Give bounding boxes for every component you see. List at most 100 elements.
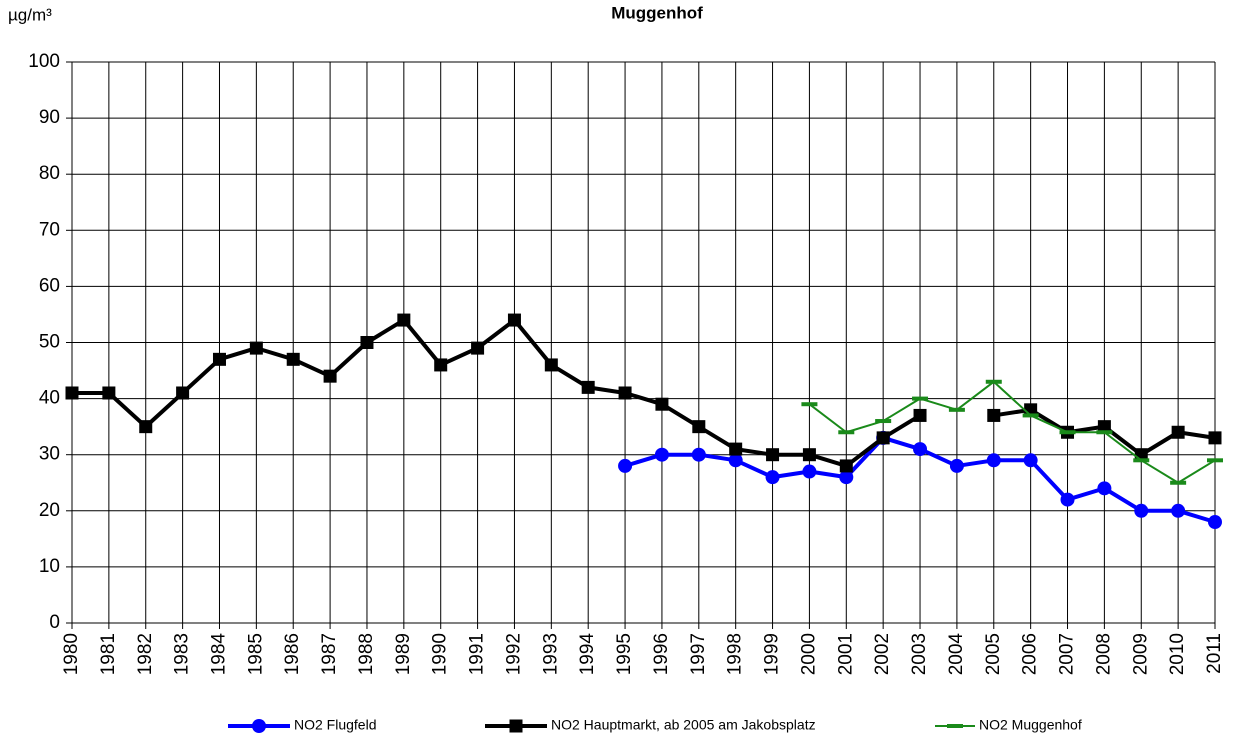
y-tick-label: 50 [39,332,60,353]
y-tick-label: 10 [39,556,60,577]
x-tick-label: 2011 [1204,633,1225,674]
point [729,442,743,456]
point [212,352,226,366]
point [1133,458,1150,463]
point [949,458,964,473]
point [728,453,743,468]
y-tick-label: 20 [39,500,60,521]
x-tick-label: 1990 [430,633,451,675]
y-tick-label: 30 [39,444,60,465]
point [766,448,780,462]
x-tick-label: 2006 [1020,633,1041,675]
x-tick-label: 1981 [98,633,119,675]
x-tick-label: 1997 [688,633,709,675]
y-tick-label: 60 [39,275,60,296]
point [913,408,927,422]
x-tick-label: 1993 [540,633,561,675]
chart-title: Muggenhof [611,3,703,22]
point [985,379,1002,384]
point [618,458,633,473]
point [654,447,669,462]
x-tick-label: 2007 [1057,633,1078,675]
x-tick-label: 1991 [467,633,488,675]
point [434,358,448,372]
point [102,386,116,400]
point [987,408,1001,422]
x-tick-label: 1995 [614,633,635,675]
x-tick-label: 2003 [909,633,930,675]
point [839,470,854,485]
legend-marker [252,719,266,733]
point [1134,503,1149,518]
point [765,470,780,485]
point [65,386,79,400]
point [286,352,300,366]
point [507,313,521,327]
x-tick-label: 1988 [356,633,377,675]
point [1208,515,1222,530]
point [139,420,153,434]
point [1096,430,1113,435]
x-tick-label: 1982 [135,633,156,675]
point [839,459,853,473]
x-tick-label: 1987 [319,633,340,675]
point [801,402,818,407]
point [471,341,485,355]
legend-marker [509,719,523,733]
x-tick-label: 2010 [1167,633,1188,675]
x-tick-label: 1984 [208,633,229,676]
point [1171,425,1185,439]
legend-label: NO2 Muggenhof [979,717,1082,733]
legend-marker [947,724,963,728]
x-tick-label: 1998 [725,633,746,675]
x-tick-label: 1986 [282,633,303,675]
x-tick-label: 1985 [245,633,266,675]
point [1059,430,1076,435]
point [802,464,817,479]
y-tick-label: 80 [39,163,60,184]
x-tick-label: 2001 [835,633,856,675]
x-tick-label: 2000 [798,633,819,675]
point [1023,453,1038,468]
point [691,447,706,462]
x-tick-label: 1980 [61,633,82,675]
legend-label: NO2 Hauptmarkt, ab 2005 am Jakobsplatz [551,717,816,733]
point [1097,420,1111,434]
y-tick-label: 100 [28,51,60,72]
x-tick-label: 1994 [577,633,598,676]
point [912,396,929,401]
x-tick-label: 1989 [393,633,414,675]
x-tick-label: 1983 [172,633,193,675]
point [986,453,1001,468]
point [875,419,892,424]
point [397,313,411,327]
point [618,386,632,400]
x-tick-label: 1996 [651,633,672,675]
point [948,407,965,412]
x-tick-label: 2004 [946,633,967,676]
point [1171,503,1186,518]
x-tick-label: 1992 [503,633,524,675]
y-axis-label: µg/m³ [8,5,52,24]
point [1060,492,1075,507]
point [692,420,706,434]
point [249,341,263,355]
point [838,430,855,435]
y-tick-label: 0 [49,612,60,633]
x-tick-label: 2009 [1130,633,1151,675]
point [655,397,669,411]
point [581,380,595,394]
point [323,369,337,383]
y-tick-label: 90 [39,107,60,128]
point [176,386,190,400]
point [1208,431,1222,445]
legend-label: NO2 Flugfeld [294,717,376,733]
point [544,358,558,372]
point [1170,480,1187,485]
x-tick-label: 2008 [1093,633,1114,675]
point [876,431,890,445]
x-tick-label: 2002 [872,633,893,675]
point [802,448,816,462]
point [1207,458,1223,463]
